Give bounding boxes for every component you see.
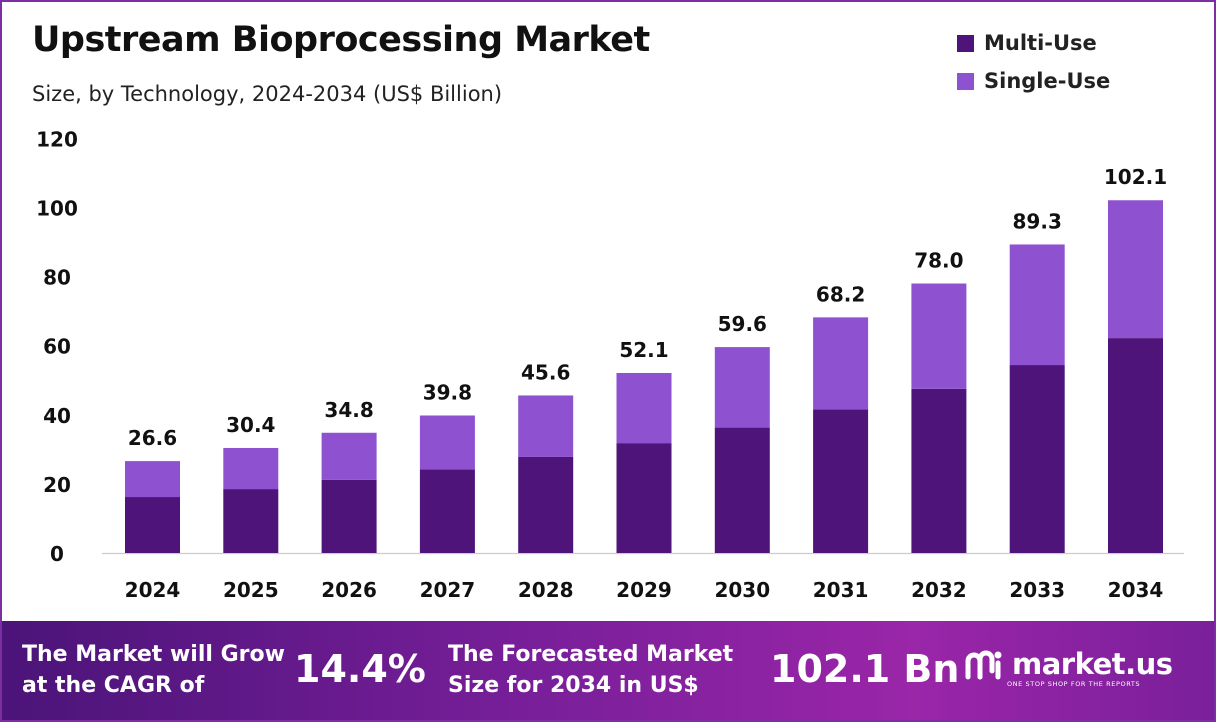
x-tick-label: 2033	[1009, 578, 1065, 602]
x-tick-label: 2024	[125, 578, 181, 602]
x-tick-label: 2025	[223, 578, 279, 602]
bar-single-use-2026	[321, 432, 377, 480]
brand-logo: market.us	[964, 647, 1173, 681]
summary-banner: The Market will Grow at the CAGR of 14.4…	[2, 621, 1214, 720]
bar-multi-use-2030	[714, 427, 770, 553]
y-tick-label: 120	[36, 127, 78, 151]
bar-multi-use-2028	[518, 456, 574, 553]
legend-label-single-use: Single-Use	[984, 69, 1111, 93]
cagr-label-line1: The Market will Grow	[22, 642, 285, 667]
bar-multi-use-2031	[813, 409, 869, 553]
legend: Multi-Use Single-Use	[957, 24, 1110, 100]
data-label-total: 45.6	[521, 360, 570, 384]
x-tick-label: 2030	[714, 578, 770, 602]
bar-single-use-2030	[714, 347, 770, 428]
market-us-logo-icon	[965, 650, 1002, 680]
data-label-total: 102.1	[1104, 165, 1167, 189]
bar-multi-use-2025	[223, 489, 279, 553]
data-label-total: 30.4	[226, 413, 275, 437]
bar-multi-use-2033	[1009, 365, 1065, 553]
bar-single-use-2027	[419, 415, 475, 470]
bar-single-use-2031	[813, 317, 869, 410]
forecast-label: The Forecasted Market Size for 2034 in U…	[448, 639, 733, 701]
data-label-total: 59.6	[718, 312, 767, 336]
y-tick-label: 20	[43, 473, 71, 497]
bar-single-use-2024	[125, 461, 180, 498]
x-tick-label: 2028	[518, 578, 574, 602]
brand-name: market.us	[1012, 647, 1173, 681]
chart-subtitle: Size, by Technology, 2024-2034 (US$ Bill…	[32, 82, 503, 106]
bar-single-use-2032	[911, 283, 967, 389]
bar-multi-use-2032	[911, 388, 967, 553]
x-tick-label: 2029	[616, 578, 672, 602]
cagr-label-line2: at the CAGR of	[22, 673, 205, 698]
y-tick-label: 80	[43, 266, 71, 290]
x-tick-label: 2031	[813, 578, 869, 602]
cagr-label: The Market will Grow at the CAGR of	[22, 639, 285, 701]
x-tick-label: 2032	[911, 578, 967, 602]
bar-chart: 0 20 40 60 80 100 120 26.6 2024 30.4 2025 34.8 2026 3…	[36, 127, 1184, 602]
data-label-total: 39.8	[423, 380, 472, 404]
forecast-label-line2: Size for 2034 in US$	[448, 673, 699, 698]
legend-swatch-single-use	[957, 72, 974, 90]
chart-title: Upstream Bioprocessing Market	[32, 20, 650, 60]
bar-single-use-2034	[1108, 200, 1163, 339]
data-label-total: 78.0	[914, 249, 963, 273]
x-tick-label: 2034	[1108, 578, 1164, 602]
bar-multi-use-2024	[125, 497, 180, 553]
x-tick-label: 2026	[321, 578, 377, 602]
bar-multi-use-2026	[321, 479, 377, 553]
legend-label-multi-use: Multi-Use	[984, 31, 1097, 55]
bar-multi-use-2034	[1108, 338, 1163, 553]
y-tick-label: 40	[43, 404, 71, 428]
bar-multi-use-2029	[616, 443, 672, 553]
bar-single-use-2033	[1009, 244, 1065, 366]
legend-swatch-multi-use	[957, 34, 974, 52]
x-tick-label: 2027	[420, 578, 476, 602]
forecast-value: 102.1 Bn	[770, 647, 960, 691]
legend-item-single-use: Single-Use	[957, 62, 1110, 100]
data-label-total: 89.3	[1013, 209, 1062, 233]
y-tick-label: 60	[43, 335, 71, 359]
bar-single-use-2029	[616, 372, 672, 444]
y-tick-label: 0	[50, 542, 64, 566]
brand-tagline: ONE STOP SHOP FOR THE REPORTS	[1007, 680, 1141, 688]
cagr-value: 14.4%	[294, 647, 426, 691]
bar-multi-use-2027	[419, 469, 475, 553]
bar-single-use-2028	[518, 395, 574, 457]
data-label-total: 26.6	[128, 426, 177, 450]
forecast-label-line1: The Forecasted Market	[448, 642, 734, 667]
bar-single-use-2025	[223, 447, 279, 490]
data-label-total: 34.8	[324, 398, 373, 422]
data-label-total: 52.1	[619, 338, 668, 362]
y-tick-label: 100	[36, 197, 78, 221]
data-label-total: 68.2	[816, 282, 865, 306]
legend-item-multi-use: Multi-Use	[957, 24, 1110, 62]
